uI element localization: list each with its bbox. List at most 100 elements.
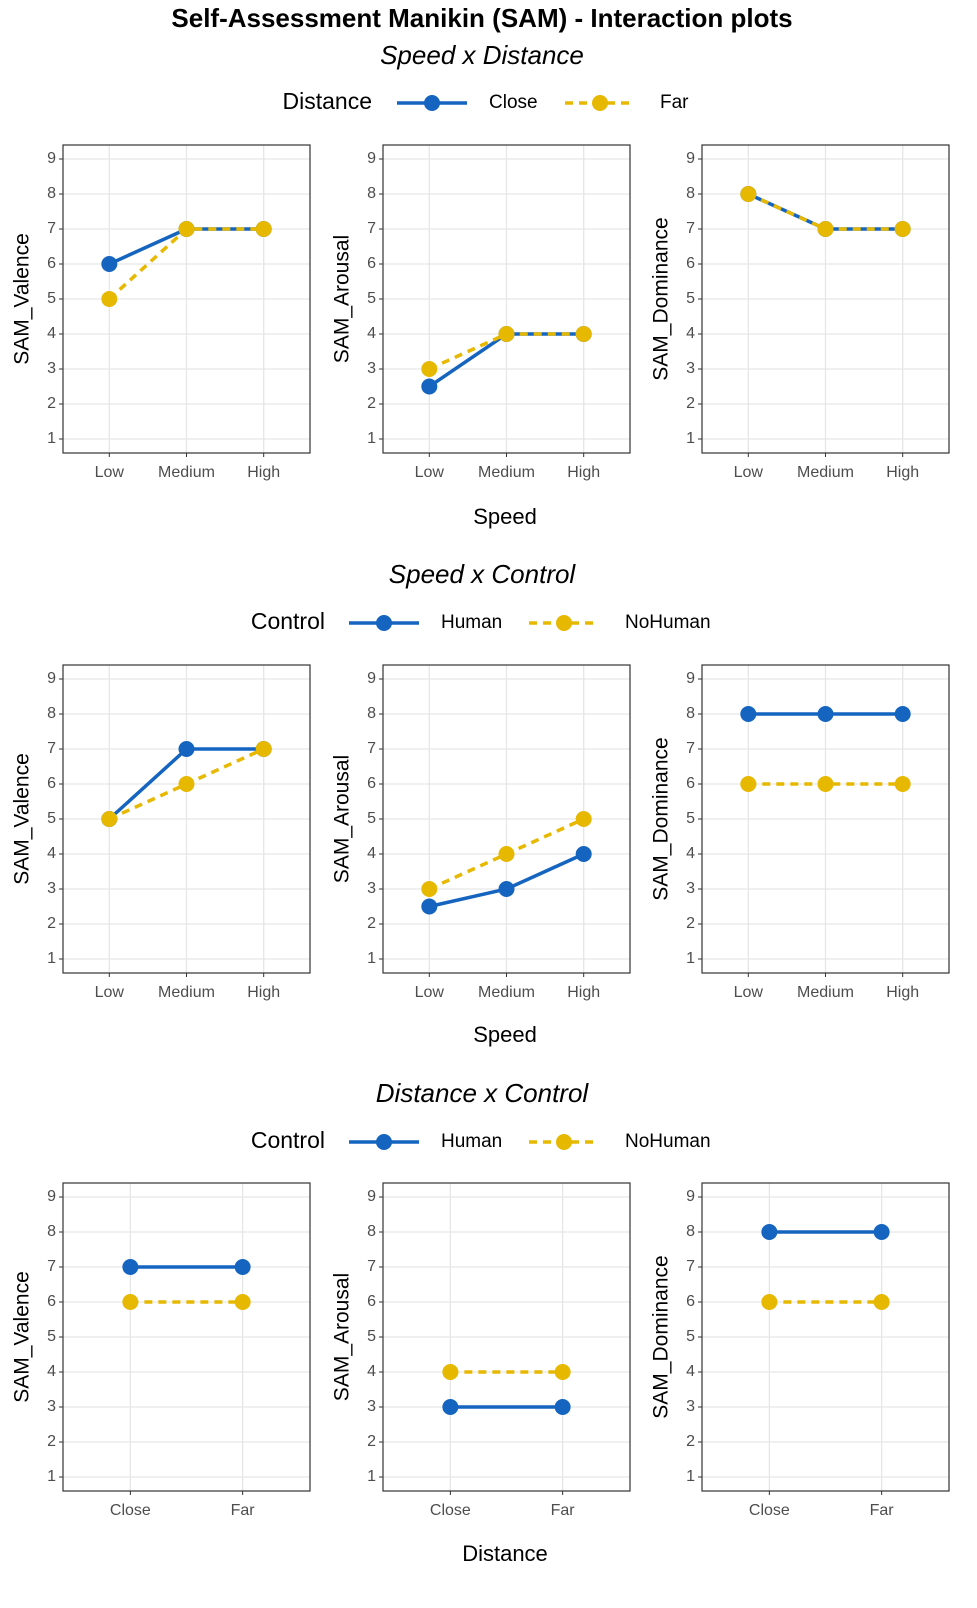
y-tick-label: 4: [686, 1363, 695, 1380]
data-point: [122, 1294, 139, 1310]
y-tick-label: 1: [367, 950, 376, 967]
legend-title: Control: [251, 1127, 325, 1153]
y-tick-label: 6: [367, 255, 376, 272]
y-tick-label: 5: [367, 1328, 376, 1345]
y-tick-label: 8: [47, 185, 56, 202]
data-point: [740, 186, 757, 202]
data-point: [122, 1259, 139, 1275]
y-tick-label: 8: [686, 185, 695, 202]
y-tick-label: 7: [367, 220, 376, 237]
y-tick-label: 1: [686, 430, 695, 447]
x-tick-label: High: [247, 984, 280, 1001]
data-point: [554, 1364, 571, 1380]
legend-key-point: [556, 615, 572, 631]
x-tick-label: Low: [95, 464, 125, 481]
y-tick-label: 6: [686, 1293, 695, 1310]
panel-border: [62, 664, 311, 974]
y-tick-label: 1: [686, 1468, 695, 1485]
data-point: [255, 221, 272, 237]
y-axis-title: SAM_Dominance: [650, 217, 673, 380]
y-tick-label: 9: [367, 1188, 376, 1205]
legend-title: Distance: [283, 88, 372, 114]
data-point: [178, 221, 195, 237]
data-point: [894, 776, 911, 792]
data-point: [817, 706, 834, 722]
panel-border: [382, 144, 631, 454]
y-tick-label: 7: [47, 740, 56, 757]
y-tick-label: 4: [367, 845, 376, 862]
data-point: [761, 1294, 778, 1310]
y-tick-label: 2: [686, 1433, 695, 1450]
y-tick-label: 7: [47, 220, 56, 237]
y-tick-label: 2: [47, 915, 56, 932]
y-tick-label: 4: [686, 325, 695, 342]
y-tick-label: 7: [686, 1258, 695, 1275]
y-axis-title: SAM_Valence: [11, 1271, 34, 1403]
y-tick-label: 3: [367, 360, 376, 377]
y-axis-title: SAM_Arousal: [331, 235, 354, 363]
y-tick-label: 1: [367, 430, 376, 447]
data-point: [101, 256, 118, 272]
y-tick-label: 3: [47, 1398, 56, 1415]
data-point: [178, 741, 195, 757]
section-subtitle: Speed x Control: [389, 559, 577, 589]
y-tick-label: 6: [686, 255, 695, 272]
y-tick-label: 9: [47, 150, 56, 167]
data-point: [442, 1399, 459, 1415]
y-axis-title: SAM_Arousal: [331, 755, 354, 883]
legend-label: Far: [660, 92, 689, 113]
y-tick-label: 3: [367, 880, 376, 897]
data-point: [817, 776, 834, 792]
y-tick-label: 5: [47, 810, 56, 827]
y-axis-title: SAM_Dominance: [650, 737, 673, 900]
legend-key-point: [556, 1134, 572, 1150]
x-tick-label: Medium: [478, 984, 535, 1001]
x-tick-label: High: [567, 984, 600, 1001]
x-tick-label: Medium: [478, 464, 535, 481]
x-axis-title: Speed: [473, 504, 537, 529]
y-tick-label: 9: [47, 1188, 56, 1205]
y-tick-label: 2: [367, 915, 376, 932]
section-subtitle: Distance x Control: [376, 1078, 590, 1108]
x-tick-label: Far: [870, 1502, 895, 1519]
y-tick-label: 8: [367, 185, 376, 202]
y-tick-label: 7: [47, 1258, 56, 1275]
y-tick-label: 8: [367, 705, 376, 722]
y-tick-label: 5: [47, 1328, 56, 1345]
y-tick-label: 8: [367, 1223, 376, 1240]
data-point: [575, 846, 592, 862]
legend-label: Close: [489, 92, 538, 113]
y-tick-label: 8: [686, 705, 695, 722]
y-tick-label: 2: [686, 915, 695, 932]
y-tick-label: 2: [367, 1433, 376, 1450]
data-point: [873, 1294, 890, 1310]
x-tick-label: Far: [551, 1502, 576, 1519]
panel-border: [62, 144, 311, 454]
y-tick-label: 6: [367, 775, 376, 792]
x-tick-label: Medium: [158, 464, 215, 481]
data-point: [234, 1259, 251, 1275]
y-tick-label: 2: [47, 1433, 56, 1450]
data-point: [498, 846, 515, 862]
x-tick-label: High: [886, 464, 919, 481]
x-tick-label: High: [567, 464, 600, 481]
y-tick-label: 7: [367, 1258, 376, 1275]
data-point: [101, 291, 118, 307]
y-tick-label: 1: [367, 1468, 376, 1485]
legend-label: NoHuman: [625, 612, 711, 633]
data-point: [421, 898, 438, 915]
y-tick-label: 6: [686, 775, 695, 792]
x-tick-label: Low: [415, 464, 445, 481]
legend-label: Human: [441, 1131, 502, 1152]
y-tick-label: 4: [686, 845, 695, 862]
data-point: [421, 378, 438, 395]
data-point: [498, 326, 515, 342]
data-point: [421, 881, 438, 897]
y-tick-label: 4: [47, 845, 56, 862]
y-tick-label: 4: [367, 1363, 376, 1380]
y-tick-label: 3: [47, 360, 56, 377]
y-axis-title: SAM_Dominance: [650, 1255, 673, 1418]
y-tick-label: 9: [686, 670, 695, 687]
y-tick-label: 1: [47, 950, 56, 967]
